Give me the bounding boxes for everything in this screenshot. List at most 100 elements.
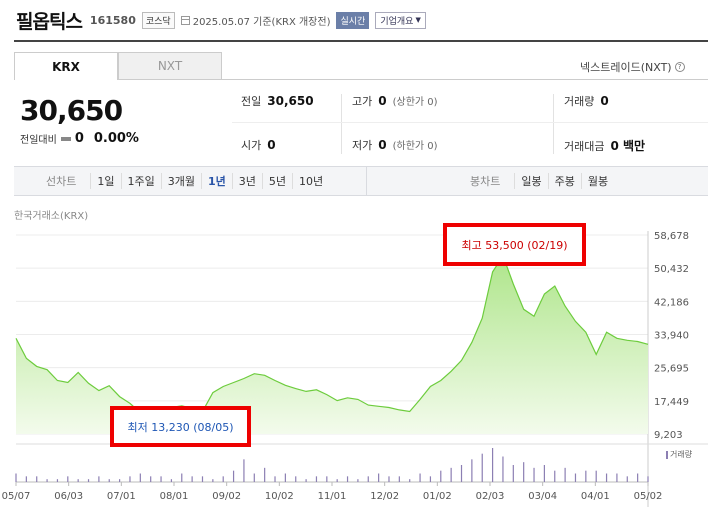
volume-bar bbox=[460, 465, 463, 482]
volume-bar bbox=[419, 473, 421, 482]
range-10y[interactable]: 10년 bbox=[292, 173, 329, 189]
volume-bar bbox=[139, 473, 141, 482]
volume-bar bbox=[56, 479, 59, 482]
range-3m[interactable]: 3개월 bbox=[160, 173, 201, 189]
stat-volume: 거래량 0 bbox=[564, 94, 609, 108]
candle-daily[interactable]: 일봉 bbox=[514, 173, 547, 189]
volume-bar bbox=[46, 479, 48, 482]
volume-bar bbox=[181, 473, 183, 482]
volume-bar bbox=[574, 473, 577, 482]
low-annotation: 최저 13,230 (08/05) bbox=[127, 420, 234, 434]
x-tick-label: 01/02 bbox=[423, 491, 452, 502]
volume-bar bbox=[647, 476, 649, 482]
volume-bar bbox=[326, 476, 328, 482]
volume-bar bbox=[191, 476, 193, 482]
price-area bbox=[16, 255, 648, 434]
nxt-link-label: 넥스트레이드(NXT) bbox=[580, 61, 672, 74]
volume-bar bbox=[585, 470, 587, 482]
volume-bar bbox=[264, 467, 266, 482]
range-1y[interactable]: 1년 bbox=[201, 173, 232, 189]
volume-bar bbox=[67, 476, 69, 482]
change-label: 전일대비 bbox=[20, 135, 57, 146]
stat-amount: 거래대금 0 백만 bbox=[564, 139, 646, 153]
candle-chart-ranges: 봉차트 일봉 주봉 월봉 bbox=[470, 167, 614, 195]
volume-bar bbox=[471, 459, 473, 482]
volume-bar bbox=[605, 473, 608, 482]
range-divider bbox=[366, 167, 367, 195]
realtime-badge[interactable]: 실시간 bbox=[336, 11, 370, 29]
x-tick-label: 06/03 bbox=[54, 491, 83, 502]
stat-separator bbox=[553, 94, 554, 154]
volume-bar bbox=[315, 476, 318, 482]
y-tick-label: 42,186 bbox=[654, 297, 689, 308]
volume-bar bbox=[533, 467, 535, 482]
volume-bar bbox=[626, 476, 628, 482]
candle-monthly[interactable]: 월봉 bbox=[580, 173, 614, 189]
candle-chart-label: 봉차트 bbox=[470, 175, 501, 188]
volume-bar bbox=[129, 476, 131, 482]
volume-bar bbox=[481, 453, 483, 482]
range-1d[interactable]: 1일 bbox=[90, 173, 120, 189]
volume-bar bbox=[150, 476, 152, 482]
volume-bar bbox=[502, 456, 504, 482]
volume-bar bbox=[512, 465, 514, 482]
x-tick-label: 11/01 bbox=[318, 491, 347, 502]
volume-bar bbox=[305, 479, 307, 482]
stock-name: 필옵틱스 bbox=[16, 10, 83, 33]
exchange-label: 한국거래소(KRX) bbox=[14, 211, 89, 222]
volume-bar bbox=[616, 473, 618, 482]
volume-bar bbox=[595, 470, 597, 482]
range-1w[interactable]: 1주일 bbox=[120, 173, 161, 189]
volume-bar bbox=[450, 467, 452, 482]
stat-separator bbox=[341, 94, 342, 154]
date-info: 2025.05.07 기준(KRX 개장전) bbox=[180, 13, 330, 28]
y-tick-label: 58,678 bbox=[654, 231, 689, 242]
price-line bbox=[15, 254, 649, 419]
x-tick-label: 03/04 bbox=[528, 491, 557, 502]
x-tick-label: 05/02 bbox=[634, 491, 663, 502]
change-value: 0 bbox=[74, 131, 84, 146]
range-3y[interactable]: 3년 bbox=[231, 173, 262, 189]
volume-bar bbox=[346, 476, 349, 482]
volume-legend: 거래량 bbox=[666, 449, 692, 460]
volume-bar bbox=[160, 476, 162, 482]
x-tick-label: 02/03 bbox=[476, 491, 505, 502]
company-info-label: 기업개요 bbox=[380, 16, 414, 27]
volume-bar bbox=[357, 479, 359, 482]
volume-bar bbox=[274, 476, 276, 482]
y-tick-label: 50,432 bbox=[654, 264, 689, 275]
volume-bar bbox=[243, 459, 245, 482]
volume-legend-swatch bbox=[666, 450, 668, 459]
tab-krx[interactable]: KRX bbox=[14, 52, 118, 80]
nxt-link[interactable]: 넥스트레이드(NXT) ? bbox=[580, 59, 685, 75]
volume-bar bbox=[398, 476, 400, 482]
flat-icon bbox=[60, 136, 71, 141]
y-tick-label: 9,203 bbox=[654, 430, 683, 441]
volume-bar bbox=[554, 470, 556, 482]
y-tick-label: 33,940 bbox=[654, 331, 689, 342]
volume-bar bbox=[491, 448, 494, 482]
candle-weekly[interactable]: 주봉 bbox=[547, 173, 581, 189]
calendar-icon bbox=[180, 15, 190, 25]
header-divider bbox=[14, 40, 708, 42]
volume-bar bbox=[409, 479, 411, 482]
tab-baseline bbox=[222, 79, 708, 80]
company-info-button[interactable]: 기업개요 ▼ bbox=[375, 11, 426, 29]
volume-bar bbox=[295, 476, 297, 482]
volume-bar bbox=[25, 476, 27, 482]
volume-bar bbox=[232, 470, 235, 482]
line-chart-label: 선차트 bbox=[46, 175, 77, 188]
low-callout: 최저 13,230 (08/05) bbox=[110, 406, 251, 447]
range-5y[interactable]: 5년 bbox=[261, 173, 292, 189]
y-tick-label: 17,449 bbox=[654, 397, 689, 408]
tab-nxt[interactable]: NXT bbox=[118, 52, 222, 80]
volume-bar bbox=[336, 479, 338, 482]
help-icon[interactable]: ? bbox=[674, 62, 685, 72]
volume-bar bbox=[378, 473, 380, 482]
volume-bar bbox=[429, 476, 432, 482]
volume-bar bbox=[253, 473, 255, 482]
stock-code: 161580 bbox=[89, 13, 136, 27]
volume-bar bbox=[440, 470, 442, 482]
x-tick-label: 04/01 bbox=[581, 491, 610, 502]
volume-bar bbox=[388, 476, 390, 482]
